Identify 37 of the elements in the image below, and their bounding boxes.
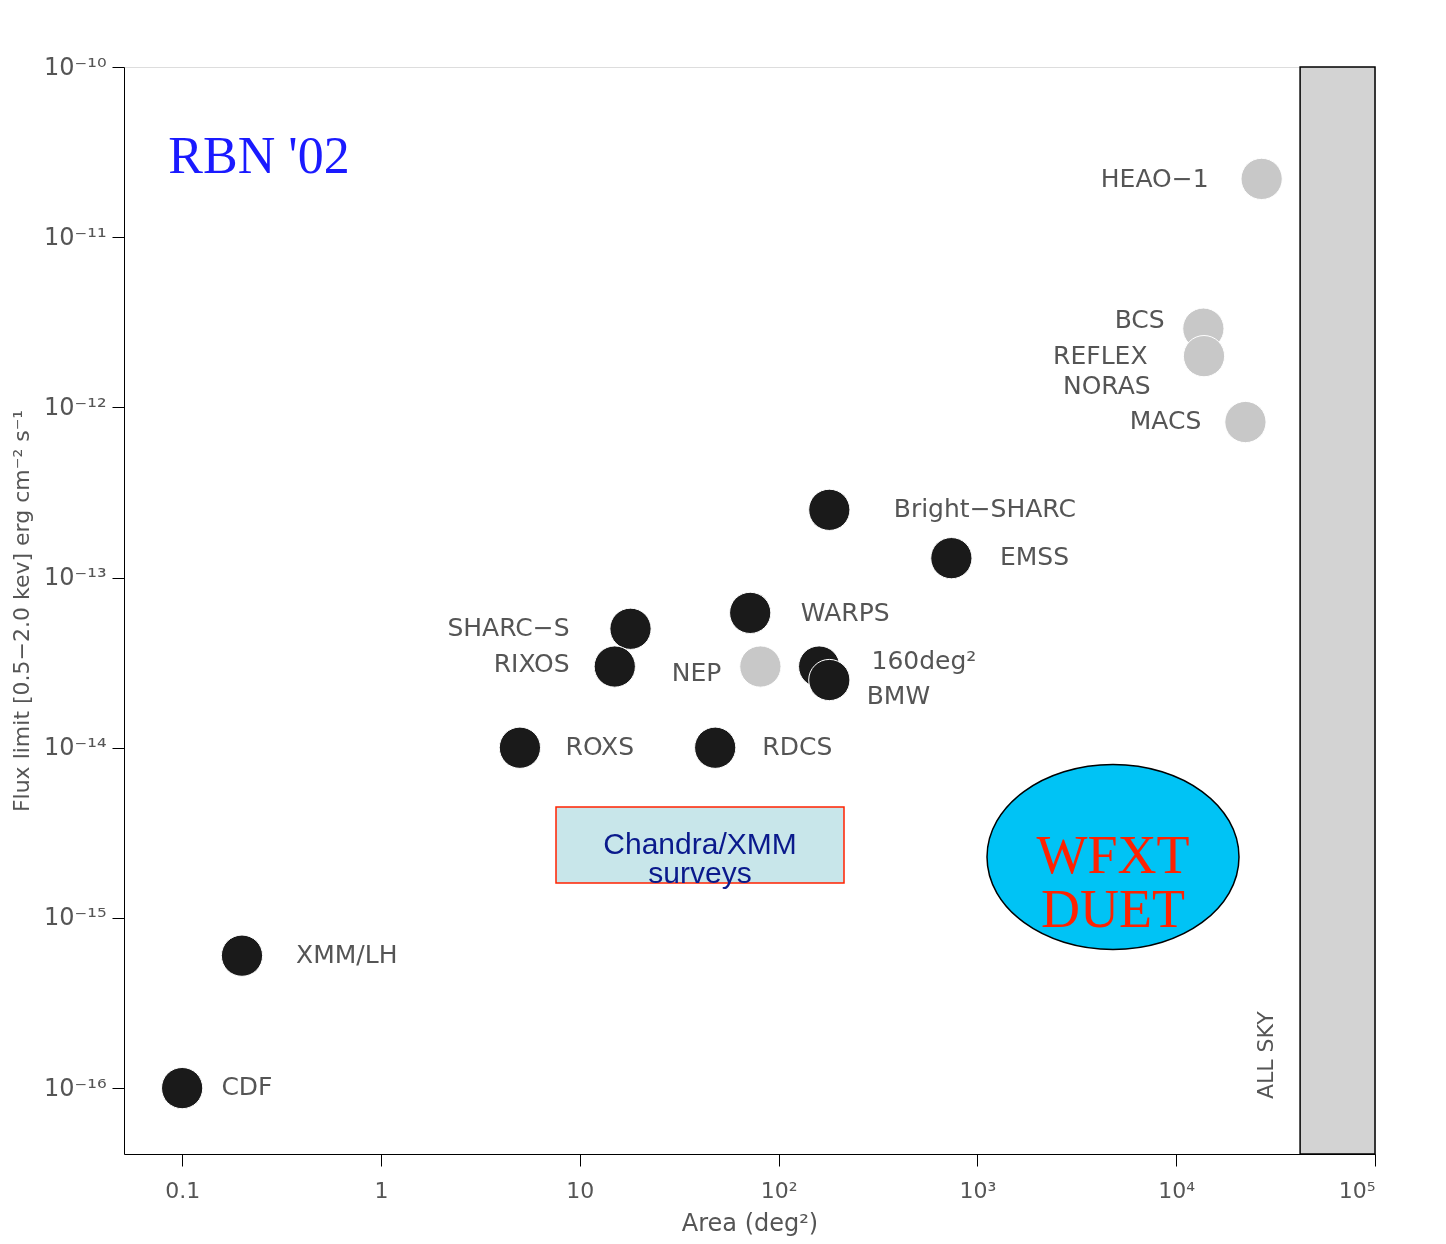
y-axis-title: Flux limit [0.5−2.0 kev] erg cm⁻² s⁻¹ <box>9 409 35 813</box>
annotation: RDCS <box>762 731 833 761</box>
annotation: ROXS <box>565 731 635 761</box>
x-tick-label: 10³ <box>959 1177 997 1203</box>
annotation: CDF <box>221 1072 273 1102</box>
annotation: WARPS <box>800 597 890 627</box>
x-tick-label: 1 <box>374 1177 389 1203</box>
y-tick-label: 10⁻¹⁵ <box>44 903 107 932</box>
y-tick-label: 10⁻¹² <box>44 392 107 421</box>
x-tick-label: 10² <box>760 1177 798 1203</box>
band-label: ALL SKY <box>1253 1010 1279 1099</box>
y-tick-label: 10⁻¹⁰ <box>44 52 107 81</box>
x-axis-title: Area (deg²) <box>681 1208 819 1237</box>
annotation: MACS <box>1129 405 1202 435</box>
x-tick-label: 0.1 <box>165 1177 201 1203</box>
annotation: SHARC−S <box>447 612 570 642</box>
y-tick-label: 10⁻¹³ <box>44 563 107 592</box>
annotation: REFLEX <box>1053 341 1148 371</box>
y-tick-label: 10⁻¹⁶ <box>44 1073 107 1102</box>
y-tick-label: 10⁻¹¹ <box>44 222 107 251</box>
annotation: Bright−SHARC <box>893 493 1076 523</box>
annotation: HEAO−1 <box>1100 163 1209 193</box>
x-tick-label: 10⁵ <box>1338 1177 1376 1203</box>
annotation: XMM/LH <box>296 939 398 969</box>
x-tick-label: 10⁴ <box>1158 1177 1196 1203</box>
annotation: NORAS <box>1062 371 1151 401</box>
annotation: 160deg² <box>871 646 977 676</box>
annotation: WFXT DUET <box>1036 825 1190 939</box>
annotation: RBN '02 <box>168 127 350 184</box>
annotation: EMSS <box>999 542 1070 572</box>
x-tick-label: 10 <box>566 1177 595 1203</box>
annotation: Chandra/XMM surveys <box>603 827 797 889</box>
annotation: BCS <box>1114 305 1165 335</box>
y-tick-label: 10⁻¹⁴ <box>44 733 107 762</box>
annotation: RIXOS <box>493 649 570 679</box>
annotation: NEP <box>671 658 722 688</box>
annotation: BMW <box>866 681 931 711</box>
